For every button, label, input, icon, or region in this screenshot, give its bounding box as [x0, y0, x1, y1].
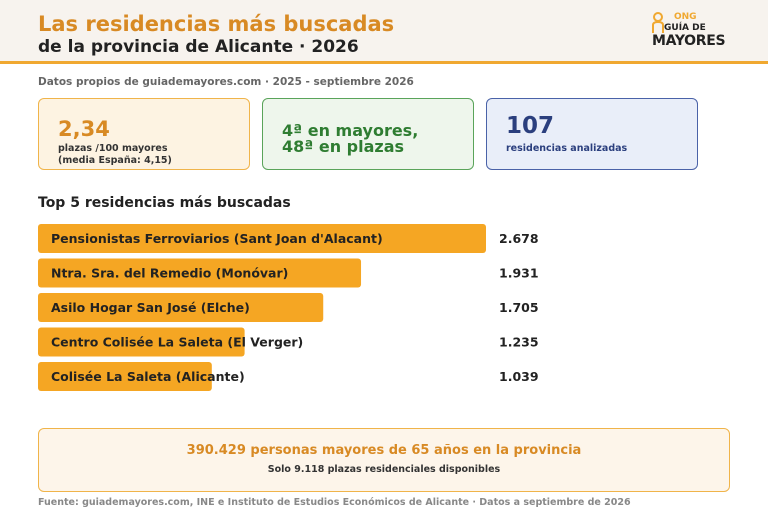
kpi-plazas-card: 2,34 plazas /100 mayores (media España: … — [38, 98, 250, 170]
summary-population: 390.429 personas mayores de 65 años en l… — [186, 443, 582, 458]
page-subtitle: de la provincia de Alicante · 2026 — [38, 37, 359, 57]
elderly-person-icon — [652, 12, 664, 33]
logo-mayores-text: MAYORES — [652, 33, 726, 49]
chart-title: Top 5 residencias más buscadas — [38, 195, 291, 211]
bar-label-4: Centro Colisée La Saleta (El Verger) — [51, 335, 303, 350]
bar-3 — [38, 293, 324, 322]
data-source-note: Datos propios de guiademayores.com · 202… — [38, 76, 414, 88]
bar-value-3: 1.705 — [499, 300, 539, 315]
kpi-plazas-comparison: (media España: 4,15) — [58, 155, 172, 166]
bar-4 — [38, 327, 245, 357]
logo-ong-text: ONG — [674, 12, 697, 22]
bar-label-1: Pensionistas Ferroviarios (Sant Joan d'A… — [51, 231, 383, 246]
bar-label-5: Colisée La Saleta (Alicante) — [51, 369, 245, 384]
bar-value-5: 1.039 — [499, 369, 539, 384]
page-title: Las residencias más buscadas — [38, 12, 395, 36]
bar-value-1: 2.678 — [499, 231, 539, 246]
kpi-residencias-label: residencias analizadas — [506, 143, 628, 154]
kpi-ranking-card: 4ª en mayores, 48ª en plazas — [262, 98, 474, 170]
logo[interactable]: ONG GUÍA DE MAYORES — [648, 12, 728, 52]
kpi-plazas-value: 2,34 — [58, 117, 110, 141]
kpi-residencias-card: 107 residencias analizadas — [486, 98, 698, 170]
kpi-residencias-value: 107 — [506, 113, 555, 139]
bar-label-2: Ntra. Sra. del Remedio (Monóvar) — [51, 266, 288, 281]
bar-1 — [38, 224, 486, 253]
logo-guia-text: GUÍA DE — [664, 23, 706, 33]
bar-value-4: 1.235 — [499, 335, 539, 350]
summary-plazas: Solo 9.118 plazas residenciales disponib… — [267, 464, 501, 475]
bar-value-2: 1.931 — [499, 266, 539, 281]
kpi-ranking-mayores: 4ª en mayores, — [282, 121, 419, 140]
bar-2 — [38, 258, 362, 288]
kpi-ranking-plazas: 48ª en plazas — [282, 137, 405, 156]
summary-box: 390.429 personas mayores de 65 años en l… — [38, 428, 730, 492]
source-note: Fuente: guiademayores.com, INE e Institu… — [38, 497, 631, 508]
bar-label-3: Asilo Hogar San José (Elche) — [51, 300, 250, 315]
kpi-plazas-label: plazas /100 mayores — [58, 143, 168, 154]
bar-5 — [38, 362, 212, 391]
header: Las residencias más buscadas de la provi… — [0, 0, 768, 64]
